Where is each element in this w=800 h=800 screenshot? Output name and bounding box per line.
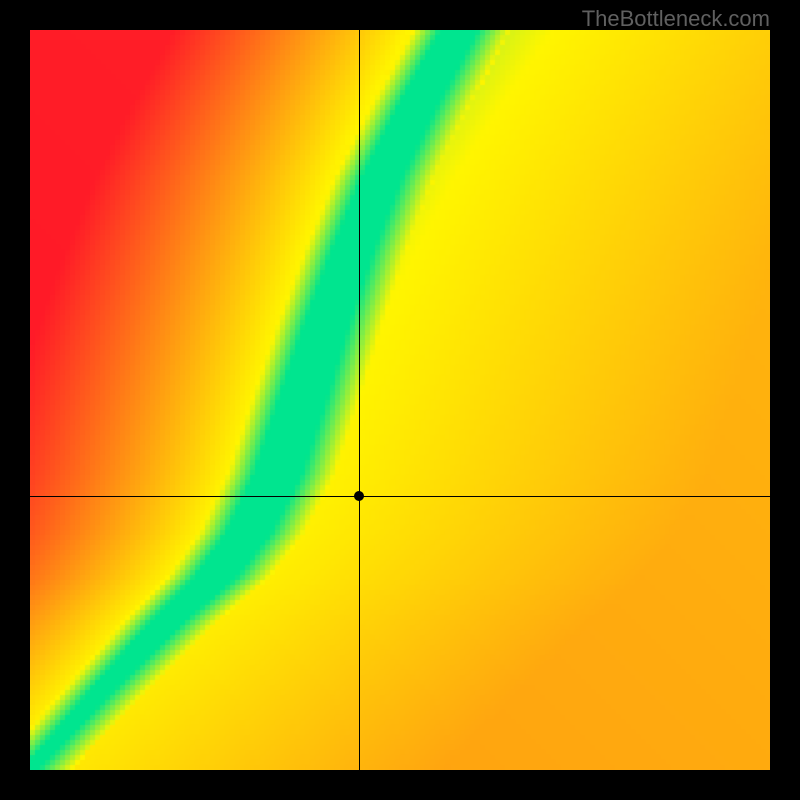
chart-container: TheBottleneck.com bbox=[0, 0, 800, 800]
heatmap-canvas bbox=[30, 30, 770, 770]
plot-area bbox=[30, 30, 770, 770]
watermark-text: TheBottleneck.com bbox=[582, 6, 770, 32]
